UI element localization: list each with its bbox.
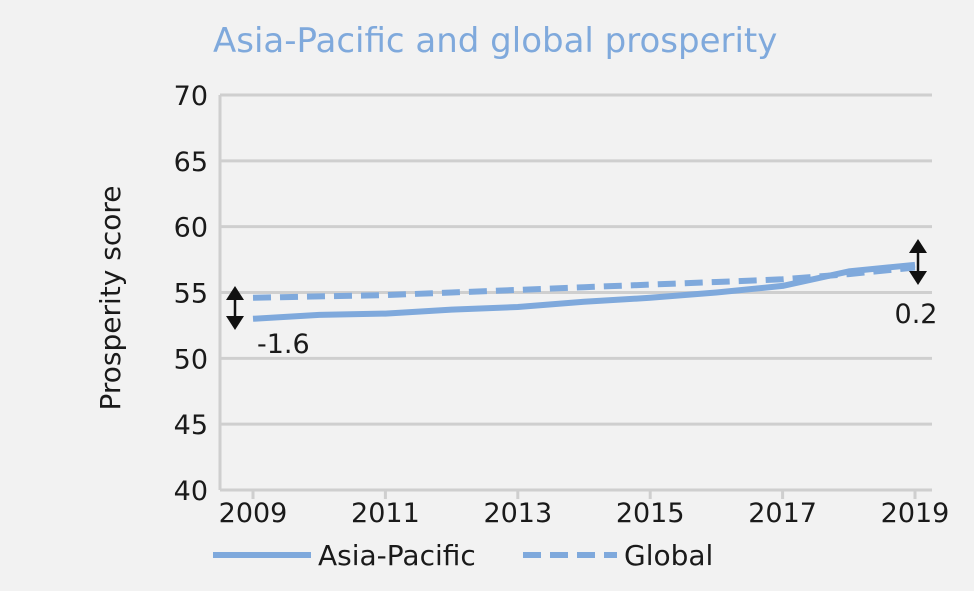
axes [218,95,932,499]
y-tick-45: 45 [174,410,208,441]
series-line-asia-pacific [252,261,916,322]
x-tick-2011: 2011 [351,498,420,529]
gap-arrow-2019-head-down [909,271,927,285]
gap-arrow-2019-head-up [909,239,927,253]
x-tick-2013: 2013 [483,498,552,529]
y-tick-50: 50 [174,344,208,375]
x-tick-labels: 2009 2011 2013 2015 2017 2019 [219,498,950,529]
gap-arrow-2009-head-up [226,286,244,300]
legend-label-global: Global [624,539,713,572]
x-tick-2009: 2009 [219,498,288,529]
chart-title: Asia-Pacific and global prosperity [213,21,777,61]
y-tick-60: 60 [174,213,208,244]
grid [220,93,932,426]
x-tick-2017: 2017 [748,498,817,529]
gap-annotations: -1.6 0.2 [226,239,937,360]
legend-label-asia-pacific: Asia-Pacific [318,539,476,572]
y-tick-65: 65 [174,147,208,178]
gap-arrow-2009-head-down [226,316,244,330]
series-line-global [252,264,916,301]
gap-arrow-2019 [909,239,927,285]
y-tick-70: 70 [174,81,208,112]
legend: Asia-Pacific Global [213,539,713,572]
series-lines [252,261,916,322]
x-tick-2015: 2015 [616,498,685,529]
gap-label-2019: 0.2 [895,299,938,330]
y-tick-40: 40 [174,476,208,507]
gap-label-2009: -1.6 [257,329,310,360]
x-tick-2019: 2019 [881,498,950,529]
gap-arrow-2009 [226,286,244,330]
y-axis-title: Prosperity score [94,186,127,411]
y-tick-labels: 40 45 50 55 60 65 70 [174,81,208,507]
y-tick-55: 55 [174,279,208,310]
